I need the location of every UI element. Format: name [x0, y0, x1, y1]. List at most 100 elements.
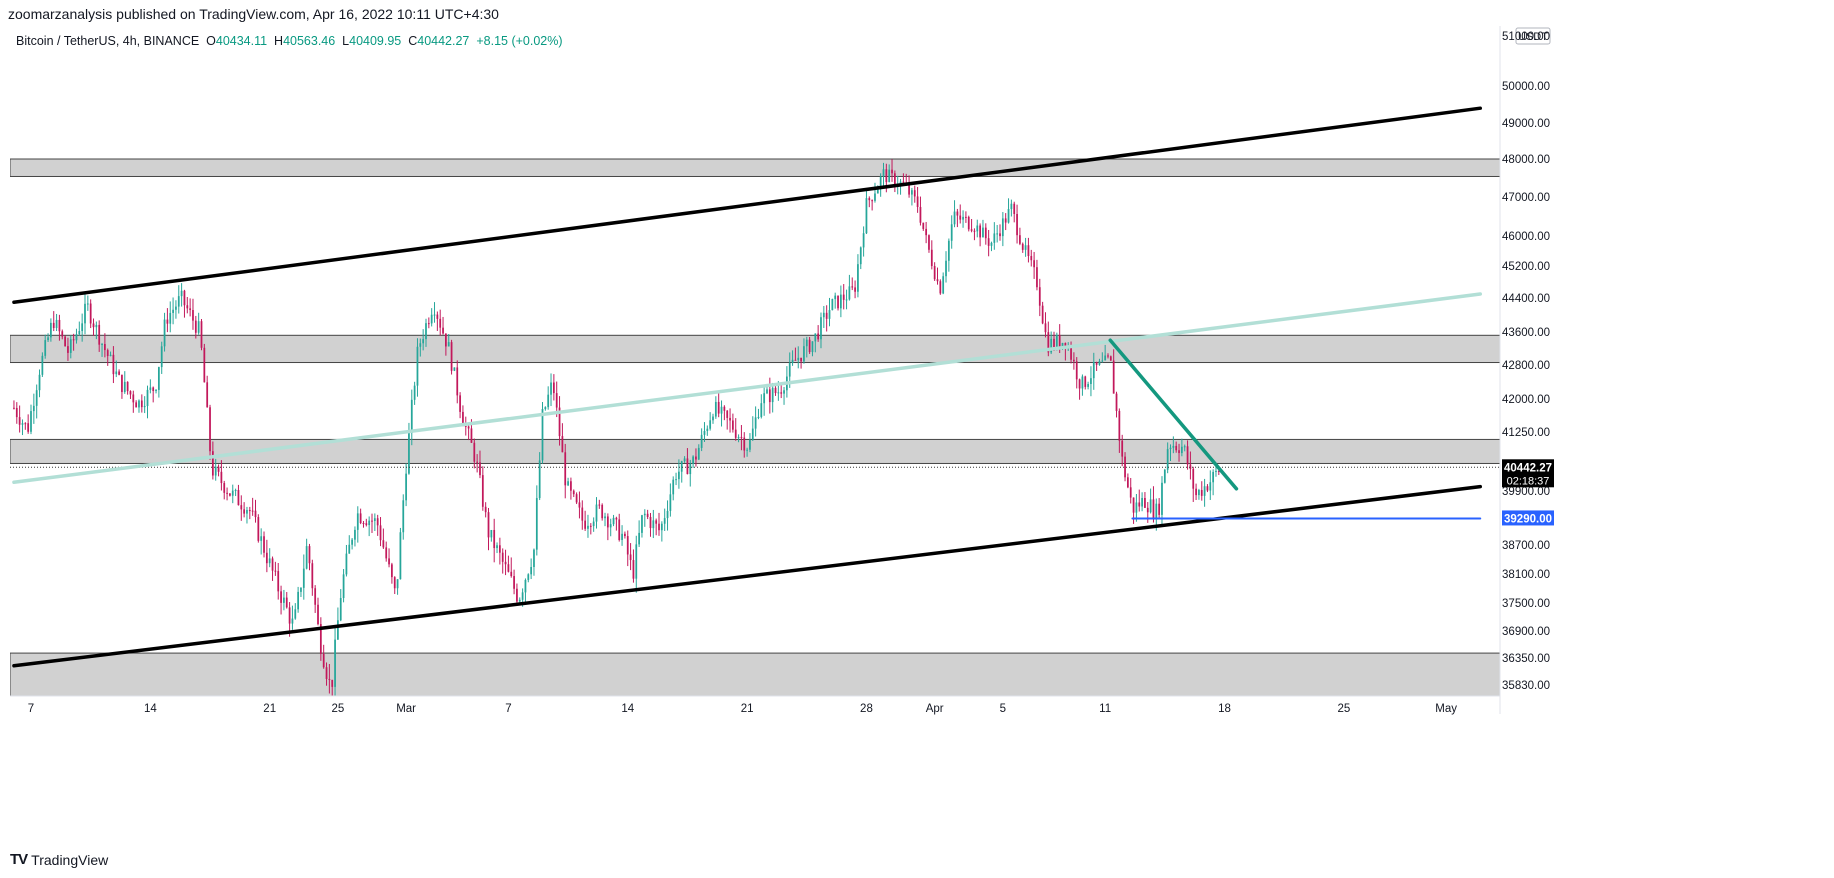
candle-body — [888, 169, 891, 183]
high-value: 40563.46 — [283, 34, 336, 48]
candle-body — [655, 520, 658, 524]
candle-body — [58, 319, 61, 332]
candle-body — [81, 323, 84, 332]
candle-body — [32, 405, 35, 412]
candle-body — [919, 206, 922, 223]
candle-body — [67, 346, 69, 353]
candle-body — [197, 321, 200, 333]
candle-body — [1121, 440, 1124, 457]
candle-body — [635, 544, 638, 579]
candle-body — [1115, 393, 1118, 411]
candle-body — [851, 286, 854, 288]
candle-body — [760, 403, 763, 417]
candle-body — [541, 409, 544, 461]
candle-body — [334, 639, 336, 687]
candle-body — [686, 458, 689, 475]
candle-body — [1033, 260, 1035, 268]
candle-body — [467, 426, 470, 429]
candle-body — [98, 324, 101, 345]
candle-body — [166, 319, 169, 324]
candle-body — [808, 339, 811, 353]
candle-body — [498, 545, 501, 553]
last-price-tag-countdown: 02:18:37 — [1507, 475, 1550, 487]
candle-body — [911, 190, 913, 195]
candle-body — [317, 604, 319, 625]
tradingview-logo-icon: TV — [10, 851, 28, 868]
candle-body — [1044, 323, 1047, 333]
candle-body — [422, 339, 425, 344]
resistance-support-zone — [10, 438, 1501, 464]
x-tick-label: 7 — [505, 703, 511, 715]
candle-body — [1112, 360, 1115, 394]
candle-body — [209, 407, 211, 452]
trendlines-layer — [10, 106, 1500, 668]
candle-body — [388, 558, 390, 565]
candle-body — [1183, 446, 1186, 448]
candle-body — [496, 545, 498, 549]
candle-body — [72, 339, 75, 341]
candle-body — [1178, 450, 1180, 454]
candle-body — [177, 296, 180, 307]
candle-body — [160, 346, 163, 368]
candle-body — [104, 344, 106, 351]
candle-body — [970, 229, 973, 231]
y-tick-label: 42800.00 — [1502, 360, 1550, 372]
candle-body — [1058, 335, 1061, 348]
candle-body — [1135, 502, 1138, 513]
candle-body — [354, 529, 356, 540]
candle-body — [211, 451, 214, 476]
candle-body — [1146, 507, 1149, 513]
candle-body — [879, 176, 882, 188]
candle-body — [493, 529, 496, 549]
candle-body — [1212, 471, 1215, 483]
candle-body — [294, 609, 297, 619]
candle-body — [89, 303, 92, 324]
candle-body — [368, 520, 371, 526]
candle-body — [538, 460, 541, 499]
y-tick-label: 46000.00 — [1502, 231, 1550, 243]
candle-body — [1087, 384, 1089, 387]
x-tick-label: 18 — [1218, 703, 1231, 715]
candle-body — [876, 187, 879, 194]
candle-body — [319, 624, 322, 654]
candle-body — [683, 458, 686, 462]
candle-body — [257, 517, 260, 541]
resistance-support-zone — [10, 334, 1501, 364]
symbol-name: Bitcoin / TetherUS, 4h, BINANCE — [16, 34, 200, 48]
symbol-legend: Bitcoin / TetherUS, 4h, BINANCE O40434.1… — [16, 34, 563, 48]
candle-body — [47, 337, 49, 341]
candle-body — [393, 577, 396, 589]
candle-body — [146, 389, 149, 407]
candle-body — [953, 211, 956, 225]
footer-brand[interactable]: TV TradingView — [10, 851, 108, 868]
candle-body — [50, 322, 52, 338]
candle-body — [447, 342, 450, 347]
candle-body — [41, 355, 44, 375]
candle-body — [1047, 332, 1050, 353]
candle-body — [504, 561, 507, 565]
candle-body — [714, 401, 717, 417]
candle-body — [814, 333, 817, 342]
candle-body — [391, 564, 393, 578]
candle-body — [246, 510, 248, 514]
candle-body — [817, 333, 820, 340]
candle-body — [92, 323, 95, 328]
candle-body — [314, 588, 317, 605]
candle-body — [996, 233, 999, 235]
candle-body — [1155, 503, 1158, 519]
candle-body — [763, 393, 766, 404]
candle-body — [132, 394, 135, 403]
candle-body — [78, 331, 81, 335]
candle-body — [601, 504, 604, 519]
candle-body — [709, 420, 712, 429]
candle-body — [263, 536, 265, 553]
candle-body — [669, 494, 672, 511]
candles-layer — [13, 159, 1220, 696]
candle-body — [675, 479, 677, 481]
candle-body — [604, 516, 606, 519]
chart-area[interactable]: USDT 51000.00 50000.00 49000.00 48000.00 4700… — [10, 26, 1754, 844]
candle-body — [1141, 498, 1143, 507]
candle-body — [933, 266, 936, 280]
candle-body — [567, 481, 569, 486]
